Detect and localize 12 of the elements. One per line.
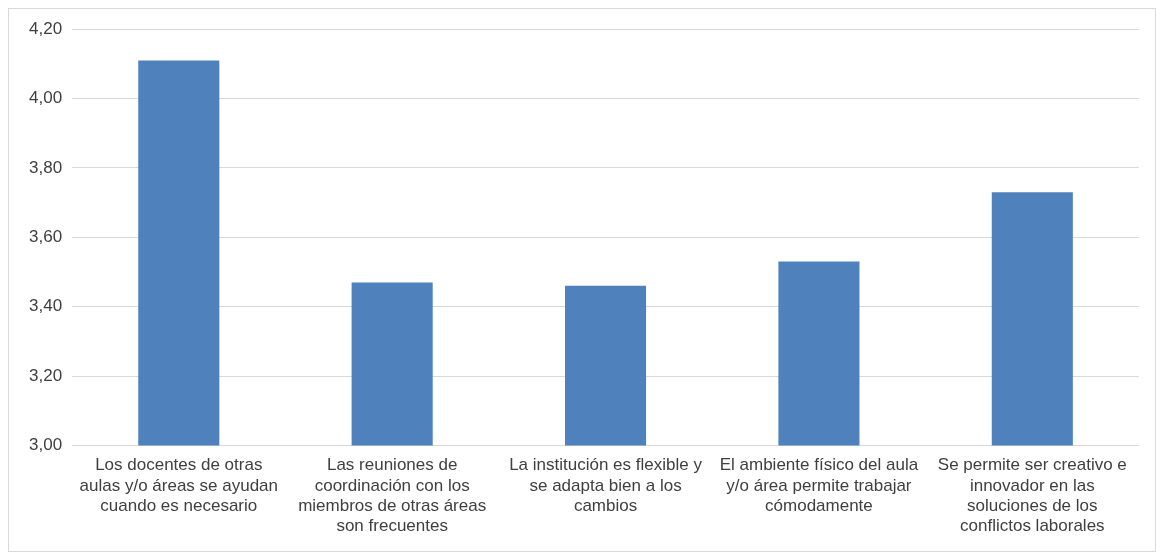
y-tick-label: 4,20	[28, 18, 63, 38]
x-tick-label: El ambiente físico del aula y/o área permite trabajar cómodamente	[719, 455, 919, 516]
y-tick-label: 3,00	[28, 435, 63, 455]
x-tick-label: Los docentes de otras aulas y/o áreas se ayudan cuando es necesario	[79, 455, 279, 516]
y-tick-label: 3,60	[28, 226, 63, 246]
x-tick-label: Se permite ser creativo e innovador en las soluciones de los conflictos laborales	[937, 455, 1127, 536]
y-tick-label: 3,80	[28, 157, 63, 177]
x-tick-label: La institución es flexible y se adapta bien a los cambios	[509, 455, 703, 516]
y-tick-label: 4,00	[28, 88, 63, 108]
y-tick-label: 3,40	[28, 296, 63, 316]
y-tick-label: 3,20	[28, 365, 63, 385]
x-tick-label: Las reuniones de coordinación con los miembros de otras áreas son frecuentes	[298, 455, 487, 536]
